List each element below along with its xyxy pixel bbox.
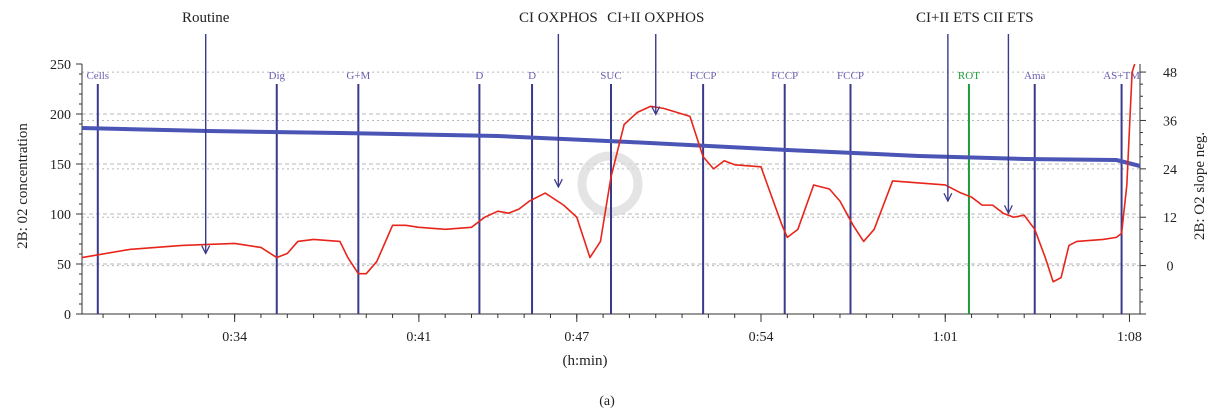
annotations: Routine CI OXPHOS CI+II OXPHOS CI+II ETS CII… (182, 10, 1034, 254)
event-markers: Cells Dig G+M D D SUC FCCP FCCP FCCP ROT Ama AS+TM (86, 70, 1140, 314)
event-label: SUC (600, 70, 621, 82)
event-label: FCCP (690, 70, 717, 82)
event-label: ROT (958, 70, 980, 82)
concentration-line (81, 126, 1141, 168)
x-tick-label: 0:34 (222, 330, 247, 345)
figure-caption: (a) (599, 394, 615, 409)
x-axis-label: (h:min) (563, 353, 608, 369)
event-label: G+M (346, 70, 370, 82)
event-label: Dig (269, 70, 286, 82)
y-left-tick-label: 200 (50, 108, 71, 123)
annotation-label: CII ETS (983, 10, 1033, 26)
axes: 0:34 0:41 0:47 0:54 1:01 1:08 0 50 100 150 200 250 0… (50, 58, 1177, 345)
event-label: Ama (1024, 70, 1046, 82)
x-tick-label: 0:47 (564, 330, 589, 345)
slope-line (81, 63, 1136, 283)
annotation-label: Routine (182, 10, 230, 26)
event-label: D (528, 70, 536, 82)
y-left-tick-label: 0 (64, 308, 71, 323)
x-tick-label: 0:54 (749, 330, 774, 345)
event-label: FCCP (771, 70, 798, 82)
y-left-tick-label: 150 (50, 158, 71, 173)
y-left-tick-label: 100 (50, 208, 71, 223)
event-label: Cells (86, 70, 109, 82)
event-label: D (475, 70, 483, 82)
y-left-tick-label: 250 (50, 58, 71, 73)
data-series (81, 63, 1141, 283)
x-tick-label: 0:41 (406, 330, 431, 345)
y-axis-left-label: 2B: 02 concentration (15, 123, 31, 249)
x-tick-label: 1:01 (933, 330, 958, 345)
y-left-tick-label: 50 (57, 258, 71, 273)
y-right-tick-label: 12 (1163, 211, 1177, 226)
y-right-tick-label: 24 (1163, 163, 1177, 178)
event-label: FCCP (837, 70, 864, 82)
y-right-tick-label: 0 (1167, 260, 1174, 275)
event-label: AS+TM (1103, 70, 1140, 82)
y-right-tick-label: 48 (1163, 66, 1177, 81)
annotation-label: CI+II OXPHOS (607, 10, 704, 26)
y-axis-right-label: 2B: O2 slope neg. (1192, 132, 1208, 240)
annotation-label: CI+II ETS (916, 10, 980, 26)
y-right-tick-label: 36 (1163, 114, 1177, 129)
x-tick-label: 1:08 (1117, 330, 1142, 345)
annotation-label: CI OXPHOS (519, 10, 598, 26)
